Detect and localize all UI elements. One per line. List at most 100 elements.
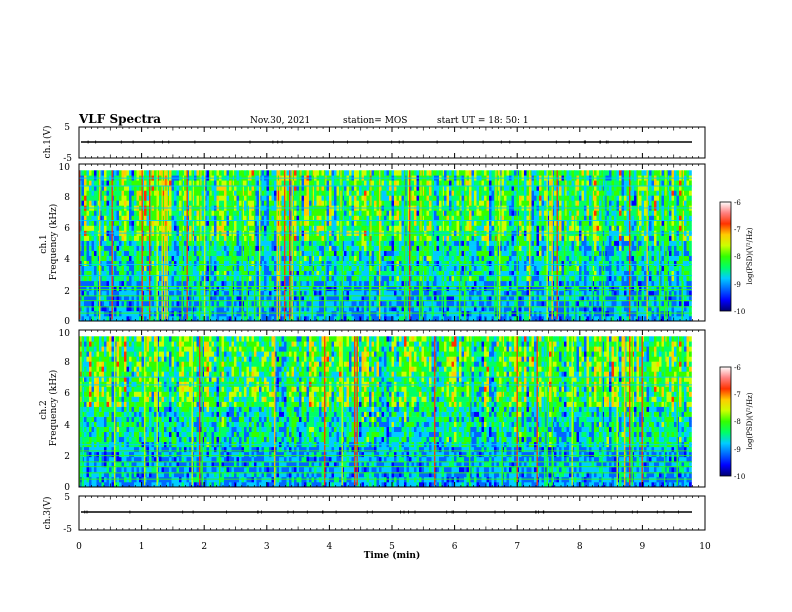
spectrogram-cell [159,235,162,241]
spectrogram-cell [416,255,420,261]
spectrogram-cell [456,290,460,297]
spectrogram-cell [314,200,317,206]
spectrogram-cell [266,245,270,251]
spectrogram-cell [114,220,117,226]
spectrogram-cell [346,235,350,241]
spectrogram-cell [336,300,340,307]
spectrogram-cell [139,255,142,261]
spectrogram-cell [319,265,322,271]
spectrogram-cell [274,300,277,307]
spectrogram-cell [94,295,97,302]
spectrogram-cell [159,195,162,201]
spectrogram-cell [344,316,347,322]
spectrogram-cell [101,210,105,216]
spectrogram-cell [256,170,260,176]
spectrogram-cell [331,195,335,201]
spectrogram-cell [454,245,457,251]
spectrogram-cell [429,255,432,261]
spectrogram-cell [126,185,130,191]
spectrogram-cell [296,300,300,307]
spectrogram-cell [331,170,335,176]
spectrogram-cell [261,210,265,216]
spectrogram-cell [446,225,450,231]
spectrogram-cell [266,290,270,297]
spectrogram-cell [196,245,200,251]
spectrogram-cell [194,295,197,302]
spectrogram-cell [216,170,220,176]
spectrogram-cell [434,240,437,246]
spectrogram-cell [264,275,267,282]
spectrogram-cell [444,265,447,271]
spectrogram-cell [364,250,367,256]
spectrogram-cell [326,210,330,216]
spectrogram-cell [389,215,392,221]
spectrogram-cell [81,215,85,221]
spectrogram-cell [124,240,127,246]
spectrogram-cell [214,300,217,307]
spectrogram-cell [261,265,265,271]
spectrogram-cell [104,190,107,196]
spectrogram-cell [144,215,147,221]
spectrogram-cell [359,220,362,226]
spectrogram-cell [81,170,85,176]
spectrogram-cell [411,245,415,251]
spectrogram-cell [169,300,172,307]
spectrogram-cell [94,195,97,201]
spectrogram-cell [454,280,457,287]
spectrogram-cell [116,225,120,231]
spectrogram-cell [394,210,397,216]
spectrogram-cell [401,300,405,307]
spectrogram-cell [414,240,417,246]
spectrogram-cell [439,290,442,297]
spectrogram-cell [226,250,230,256]
spectrogram-cell [91,316,95,322]
spectrogram-cell [329,280,332,287]
spectrogram-cell [411,260,415,266]
spectrogram-cell [134,240,137,246]
spectrogram-cell [319,235,322,241]
spectrogram-cell [316,265,320,271]
spectrogram-cell [194,255,197,261]
spectrogram-cell [376,195,380,201]
spectrogram-cell [446,220,450,226]
spectrogram-cell [261,185,265,191]
spectrogram-cell [384,280,387,287]
spectrogram-cell [139,275,142,282]
spectrogram-cell [401,316,405,322]
spectrogram-cell [179,300,182,307]
spectrogram-cell [316,311,320,317]
spectrogram-cell [184,210,187,216]
spectrogram-cell [206,265,210,271]
spectrogram-cell [131,220,135,226]
spectrogram-cell [376,260,380,266]
spectrogram-cell [399,200,402,206]
spectrogram-cell [274,295,277,302]
spectrogram-cell [361,245,365,251]
spectrogram-cell [401,185,405,191]
spectrogram-cell [121,270,125,277]
spectrogram-cell [374,255,377,261]
spectrogram-cell [454,185,457,191]
spectrogram-cell [266,185,270,191]
spectrogram-cell [356,260,360,266]
spectrogram-cell [374,280,377,287]
spectrogram-cell [206,280,210,287]
spectrogram-cell [391,225,395,231]
spectrogram-cell [416,265,420,271]
spectrogram-cell [371,300,375,307]
spectrogram-cell [359,250,362,256]
spectrogram-cell [451,260,455,266]
spectrogram-cell [146,180,150,186]
spectrogram-cell [154,190,157,196]
spectrogram-cell [136,240,140,246]
spectrogram-cell [306,255,310,261]
spectrogram-cell [356,311,360,317]
spectrogram-cell [266,305,270,312]
spectrogram-cell [176,280,180,287]
spectrogram-cell [109,255,112,261]
spectrogram-cell [91,300,95,307]
spectrogram-cell [214,316,217,322]
spectrogram-cell [436,290,440,297]
spectrogram-cell [374,316,377,322]
